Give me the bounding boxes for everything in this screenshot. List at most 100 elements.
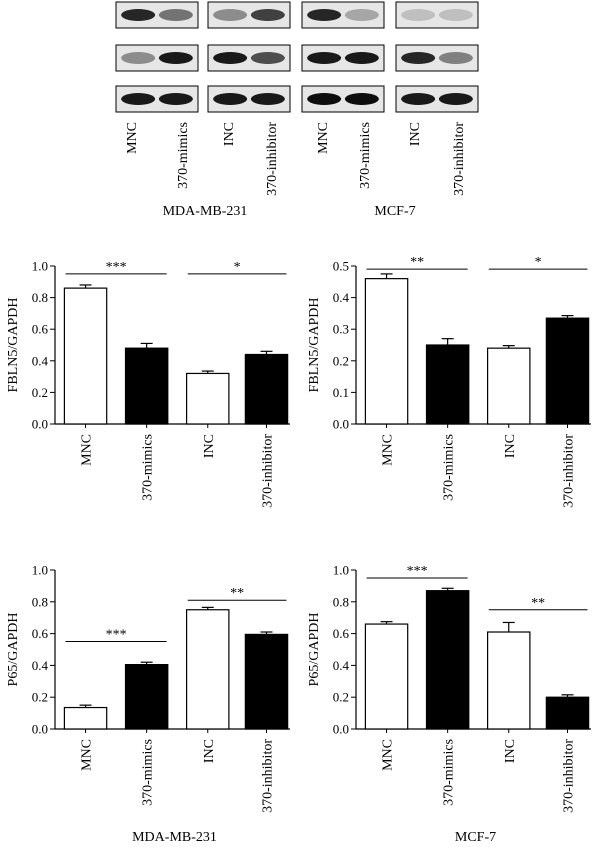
bar (124, 664, 169, 730)
x-tick-label: INC (503, 739, 518, 763)
blot-band (344, 52, 379, 64)
blot-band (401, 93, 436, 105)
significance-label: *** (106, 260, 127, 275)
blot-band (438, 9, 473, 21)
bar (487, 631, 531, 730)
blot-cell-line-label: MCF-7 (374, 204, 415, 219)
blot-lane-label: MNC (316, 122, 331, 154)
y-tick-label: 0.5 (333, 259, 349, 274)
blot-lane-label: 370-inhibitor (265, 122, 280, 196)
y-tick-label: 0.0 (333, 722, 349, 737)
blot-lane-label: INC (222, 122, 237, 146)
bar (425, 344, 470, 425)
significance-label: *** (106, 628, 127, 643)
x-tick-label: MNC (381, 434, 396, 466)
blot-band (344, 93, 379, 105)
y-tick-label: 0.0 (333, 417, 349, 432)
chart-footer-label: MCF-7 (455, 830, 496, 845)
bar (487, 347, 531, 425)
blot-band (438, 52, 473, 64)
y-tick-label: 0.0 (32, 722, 48, 737)
western-blot: MNC 370-mimics INC 370-inhibitor MNC 370-mimi… (115, 1, 479, 219)
x-tick-label: 370-inhibitor (261, 434, 276, 508)
y-tick-label: 0.6 (333, 626, 350, 641)
y-tick-label: 0.4 (32, 353, 49, 368)
blot-band (158, 9, 193, 21)
blot-band (121, 93, 156, 105)
x-tick-label: MNC (80, 434, 95, 466)
y-tick-label: 0.8 (32, 594, 48, 609)
significance-label: * (234, 260, 241, 275)
significance-label: ** (410, 255, 424, 270)
bar (244, 633, 289, 730)
bar-chart-4: 0.0 0.2 0.4 0.6 0.8 1.0 P65/GAPDH MNC 370-mimics… (307, 563, 591, 845)
blot-band (438, 93, 473, 105)
blot-lane-label: MNC (125, 122, 140, 154)
y-tick-label: 0.6 (32, 626, 49, 641)
y-tick-label: 0.4 (32, 658, 49, 673)
blot-band (158, 93, 193, 105)
blot-band (121, 52, 156, 64)
x-tick-label: 370-inhibitor (562, 434, 577, 508)
y-axis-label: FBLN5/GAPDH (307, 298, 322, 393)
y-tick-label: 0.0 (32, 417, 48, 432)
bar (124, 347, 169, 425)
x-tick-label: 370-mimics (442, 434, 457, 501)
bar (545, 696, 590, 730)
y-tick-label: 0.4 (333, 658, 350, 673)
bar (364, 278, 409, 425)
y-axis-label: P65/GAPDH (307, 613, 322, 687)
x-tick-label: 370-inhibitor (562, 739, 577, 813)
y-axis-label: FBLN5/GAPDH (6, 298, 21, 393)
y-tick-label: 0.8 (333, 594, 349, 609)
x-tick-label: 370-inhibitor (261, 739, 276, 813)
x-tick-label: 370-mimics (442, 739, 457, 806)
bar-chart-3: 0.0 0.2 0.4 0.6 0.8 1.0 P65/GAPDH MNC 370-mimics… (6, 563, 290, 845)
blot-band (344, 9, 379, 21)
significance-label: ** (230, 586, 244, 601)
bar (186, 372, 230, 425)
bar (364, 623, 409, 730)
significance-label: * (535, 255, 542, 270)
y-tick-label: 0.3 (333, 322, 349, 337)
y-tick-label: 0.4 (333, 290, 350, 305)
y-tick-label: 0.8 (32, 290, 48, 305)
blot-lane-label: INC (408, 122, 423, 146)
y-tick-label: 0.1 (333, 385, 349, 400)
chart-footer-label: MDA-MB-231 (132, 830, 217, 845)
bar (63, 706, 108, 730)
bar (186, 609, 230, 730)
x-tick-label: INC (202, 434, 217, 458)
y-tick-label: 0.2 (32, 690, 48, 705)
x-tick-label: 370-mimics (141, 434, 156, 501)
x-tick-label: INC (503, 434, 518, 458)
y-tick-label: 0.2 (333, 353, 349, 368)
blot-lane-label: 370-mimics (358, 122, 373, 189)
bar (545, 317, 590, 425)
blot-band (250, 93, 285, 105)
bar-chart-1: 0.0 0.2 0.4 0.6 0.8 1.0 FBLN5/GAPDH MNC 370-mimi… (6, 259, 290, 508)
blot-band (121, 9, 156, 21)
blot-band (307, 93, 342, 105)
blot-band (250, 52, 285, 64)
x-tick-label: INC (202, 739, 217, 763)
y-tick-label: 0.2 (333, 690, 349, 705)
blot-band (401, 9, 436, 21)
blot-band (307, 52, 342, 64)
y-tick-label: 1.0 (32, 563, 48, 578)
bar (244, 353, 289, 425)
y-tick-label: 0.6 (32, 322, 49, 337)
significance-label: ** (531, 596, 545, 611)
x-tick-label: 370-mimics (141, 739, 156, 806)
blot-band (213, 9, 248, 21)
x-tick-label: MNC (381, 739, 396, 771)
blot-band (307, 9, 342, 21)
blot-band (213, 52, 248, 64)
blot-band (250, 9, 285, 21)
bar (425, 590, 470, 730)
blot-band (213, 93, 248, 105)
bar-charts: 0.0 0.2 0.4 0.6 0.8 1.0 FBLN5/GAPDH MNC 370-mimi… (6, 255, 591, 845)
bar-chart-2: 0.0 0.1 0.2 0.3 0.4 0.5 FBLN5/GAPDH MNC 370-mimi… (307, 255, 591, 508)
blot-cell-line-label: MDA-MB-231 (163, 204, 248, 219)
